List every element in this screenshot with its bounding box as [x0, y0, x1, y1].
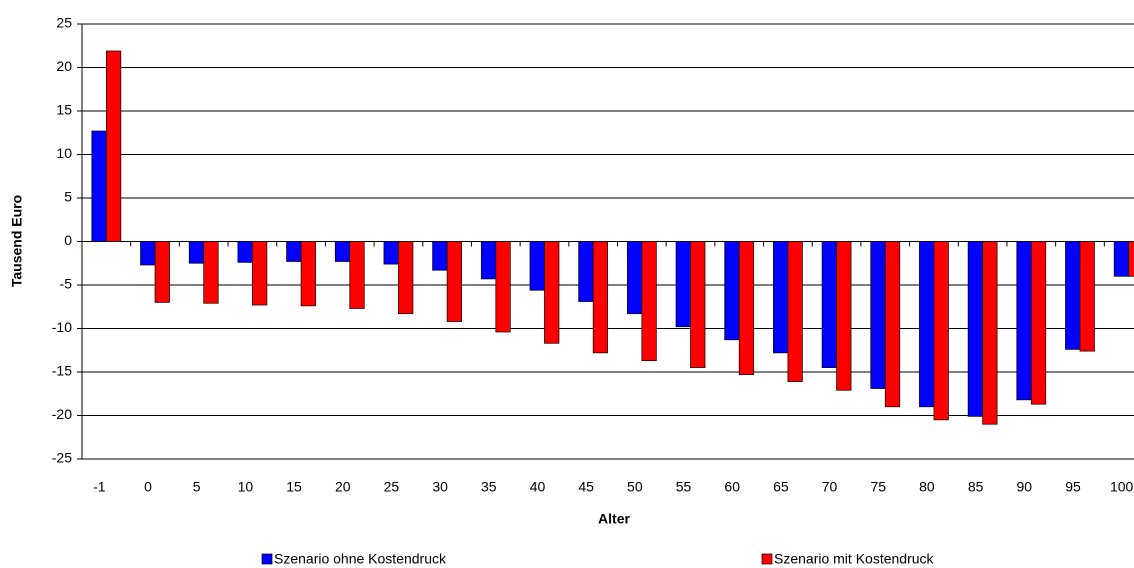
bar	[919, 241, 935, 408]
y-tick-label: 20	[56, 58, 72, 74]
y-tick-label: 0	[64, 232, 72, 248]
x-tick-label: 35	[481, 479, 497, 495]
bar	[383, 241, 399, 265]
y-tick-label: 5	[64, 189, 72, 205]
bar	[982, 241, 998, 425]
bar	[203, 241, 219, 304]
bar	[773, 241, 789, 354]
bar	[884, 241, 901, 408]
bar	[592, 241, 609, 354]
bar	[1065, 241, 1081, 350]
bar	[349, 241, 365, 309]
legend-label: Szenario mit Kostendruck	[774, 551, 935, 567]
bar	[1030, 241, 1047, 405]
bar	[529, 241, 545, 291]
bar	[237, 241, 253, 263]
x-tick-label: 100	[1110, 479, 1134, 495]
bar	[933, 241, 949, 421]
bar	[300, 241, 316, 307]
y-tick-label: -10	[52, 319, 72, 335]
x-tick-label: 60	[724, 479, 740, 495]
x-tick-label: 5	[193, 479, 201, 495]
bar	[398, 241, 414, 315]
legend-label: Szenario ohne Kostendruck	[274, 551, 447, 567]
bar	[140, 241, 156, 266]
bar	[836, 241, 852, 391]
x-tick-label: 20	[335, 479, 351, 495]
bar	[1113, 241, 1130, 277]
y-tick-label: 15	[56, 102, 72, 118]
x-tick-label: 75	[870, 479, 886, 495]
bar	[495, 241, 511, 333]
bar	[578, 241, 594, 302]
x-tick-label: 10	[238, 479, 254, 495]
bar	[480, 241, 497, 280]
y-tick-label: 10	[56, 145, 72, 161]
x-tick-label: 70	[822, 479, 838, 495]
bar	[286, 241, 302, 262]
x-tick-label: 15	[286, 479, 302, 495]
bar	[738, 241, 755, 375]
bar	[432, 241, 448, 271]
y-tick-label: -20	[52, 406, 72, 422]
bar	[188, 241, 205, 264]
x-tick-label: 90	[1017, 479, 1033, 495]
x-tick-label: 80	[919, 479, 935, 495]
bar	[252, 241, 268, 306]
x-axis-label: Alter	[598, 511, 630, 527]
legend-swatch	[761, 553, 773, 565]
x-tick-label: -1	[93, 479, 106, 495]
x-tick-label: 40	[530, 479, 546, 495]
bar	[154, 241, 170, 303]
y-axis-label: Tausend Euro	[9, 195, 25, 287]
x-tick-label: 30	[432, 479, 448, 495]
bar	[91, 130, 107, 242]
x-tick-label: 25	[384, 479, 400, 495]
bar	[967, 241, 983, 417]
y-tick-label: 25	[56, 15, 72, 31]
bar	[105, 50, 122, 242]
x-tick-label: 95	[1065, 479, 1081, 495]
x-tick-label: 0	[144, 479, 152, 495]
bar	[544, 241, 560, 344]
y-tick-label: -5	[60, 276, 73, 292]
bar	[675, 241, 691, 328]
bar	[1079, 241, 1095, 352]
x-tick-label: 50	[627, 479, 643, 495]
bar	[334, 241, 351, 262]
bar	[641, 241, 657, 362]
bar	[1128, 241, 1134, 277]
bar	[870, 241, 886, 389]
bar	[821, 241, 837, 369]
bar	[690, 241, 706, 369]
bar	[446, 241, 462, 322]
bar	[1016, 241, 1032, 401]
bar	[626, 241, 643, 315]
x-tick-label: 55	[676, 479, 692, 495]
x-tick-label: 85	[968, 479, 984, 495]
x-tick-label: 45	[578, 479, 594, 495]
y-tick-label: -15	[52, 363, 72, 379]
bar	[724, 241, 740, 341]
legend-swatch	[261, 553, 273, 565]
x-tick-label: 65	[773, 479, 789, 495]
y-tick-label: -25	[52, 450, 72, 466]
bar	[787, 241, 803, 382]
